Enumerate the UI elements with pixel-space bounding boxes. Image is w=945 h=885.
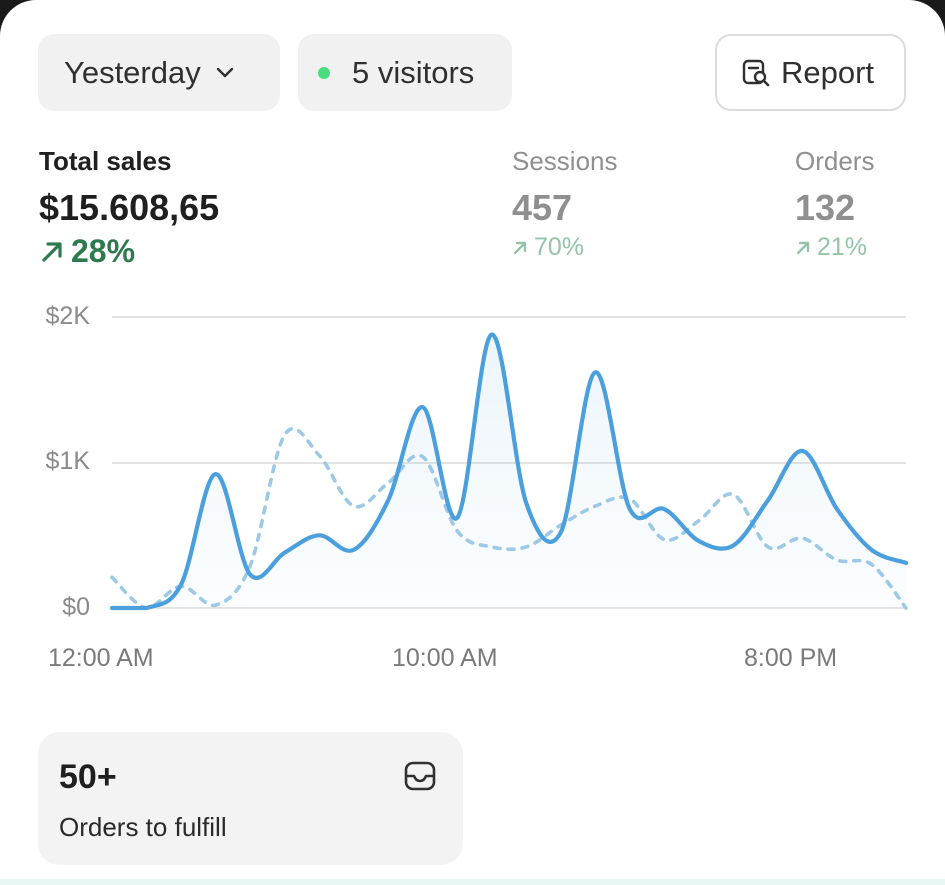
sessions-label: Sessions [512,146,618,176]
visitors-label: 5 visitors [352,54,475,90]
orders-change-value: 21% [817,233,868,261]
live-status-dot [318,66,330,79]
total-sales-label: Total sales [39,146,172,176]
report-button[interactable]: Report [715,34,906,111]
sessions-metric[interactable]: Sessions 457 70% [512,146,618,262]
sessions-change: 70% [512,233,618,262]
total-sales-change: 28% [39,233,219,270]
y-tick-label: $0 [62,593,90,621]
primary-series-line [109,332,909,611]
x-tick-label: 8:00 PM [744,644,838,672]
orders-metric[interactable]: Orders 132 21% [795,146,874,262]
arrow-up-right-icon [513,241,527,254]
x-tick-label: 12:00 AM [48,644,154,672]
y-tick-label: $2K [45,302,90,330]
total-sales-change-value: 28% [71,233,136,269]
sessions-value: 457 [512,187,573,228]
report-label: Report [781,54,875,90]
orders-to-fulfill-card[interactable]: 50+ Orders to fulfill [38,732,463,865]
orders-change: 21% [795,233,874,262]
series-area-fill [112,334,906,608]
arrow-up-right-icon [796,241,810,254]
chevron-down-icon [215,67,235,79]
fulfill-label: Orders to fulfill [59,812,227,842]
bottom-divider [0,879,945,885]
sales-line-chart[interactable] [0,300,945,630]
orders-value: 132 [795,187,856,228]
arrow-up-right-icon [42,241,62,262]
inbox-icon [403,760,437,797]
date-range-label: Yesterday [64,54,201,90]
comparison-series-line [110,426,908,610]
y-tick-label: $1K [45,447,90,475]
fulfill-count: 50+ [59,758,117,796]
total-sales-value: $15.608,65 [39,187,220,228]
live-visitors-button[interactable]: 5 visitors [298,34,512,111]
total-sales-metric[interactable]: Total sales $15.608,65 28% [39,146,219,270]
report-icon [741,58,771,88]
x-tick-label: 10:00 AM [392,644,498,672]
sessions-change-value: 70% [534,233,585,261]
orders-label: Orders [795,146,875,176]
date-range-selector[interactable]: Yesterday [38,34,280,111]
